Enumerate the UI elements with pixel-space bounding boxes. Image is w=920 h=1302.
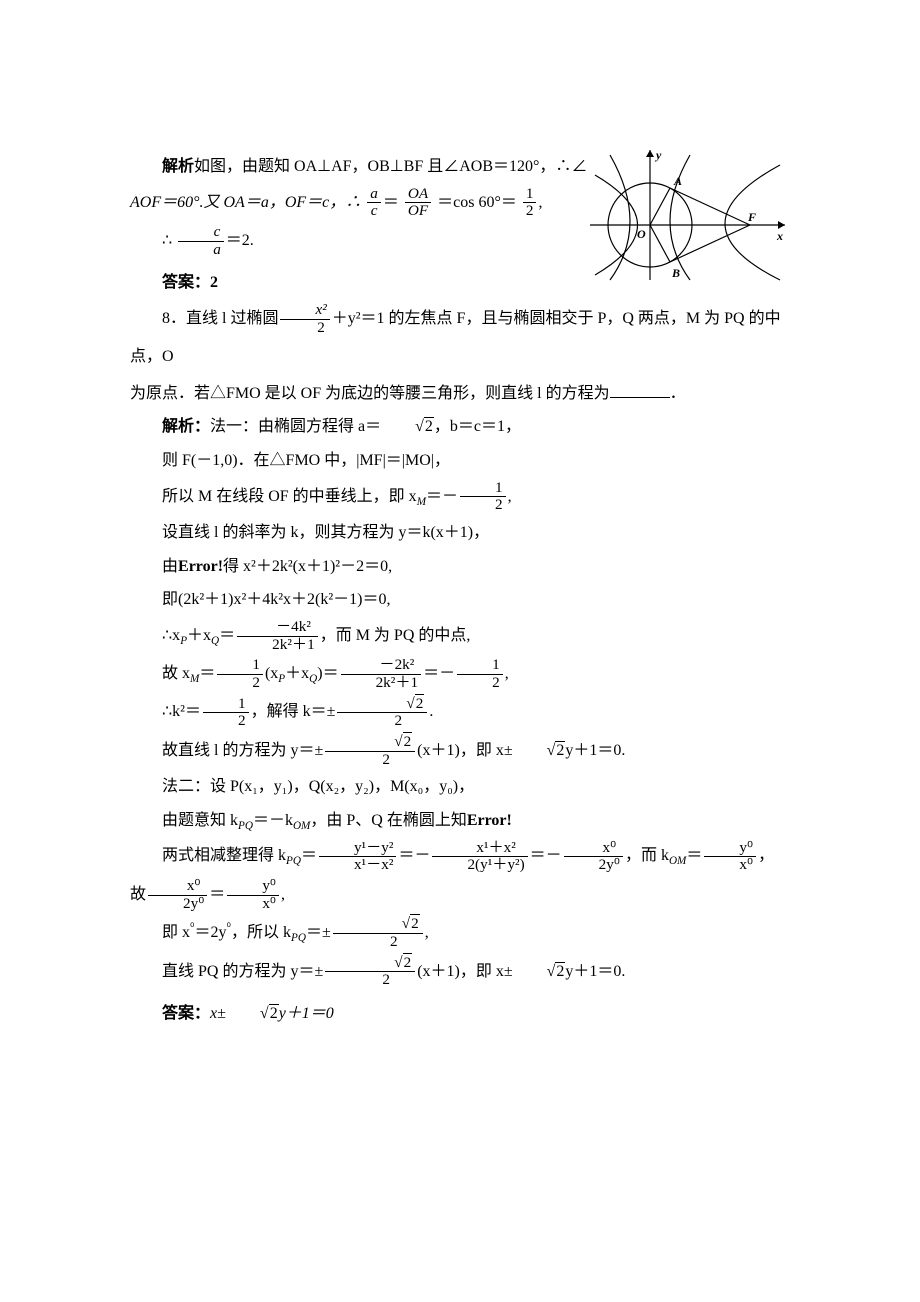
analysis-p1-text: 如图，由题知 OA⊥AF，OB⊥BF 且∠AOB＝120°，∴∠ [194,158,587,175]
label-A: A [673,174,682,188]
answer-2: 答案：x±2y＋1＝0 [130,997,790,1031]
m1-line5: 由Error!得 x²＋2k²(x＋1)²－2＝0, [130,550,790,584]
m1-line10: 故直线 l 的方程为 y＝±22(x＋1)，即 x±2y＋1＝0. [130,732,790,770]
frac-y12: y¹－y²x¹－x² [319,840,396,874]
sqrt2-b: 2 [513,732,566,770]
frac-r2-2c: 22 [333,916,423,950]
solution-m1-line1: 解析：法一：由椭圆方程得 a＝2，b＝c＝1， [130,410,790,444]
p3-prefix: ∴ [162,232,172,249]
label-B: B [671,266,680,280]
m2-line2: 由题意知 kPQ＝－kOM，由 P、Q 在椭圆上知Error! [130,804,790,838]
m2-line3: 两式相减整理得 kPQ＝y¹－y²x¹－x²＝－x¹＋x²2(y¹＋y²)＝－x… [130,837,790,914]
frac-r2-2b: 22 [325,734,415,768]
frac-x2-2: x²2 [280,302,329,336]
frac-1-2d: 12 [457,657,503,691]
sqrt2-d: 2 [226,997,279,1031]
frac-2k: －2k²2k²＋1 [341,657,422,691]
frac-OA-OF: OAOF [405,186,431,220]
frac-y0x0: y⁰x⁰ [704,840,756,874]
p2-text: AOF＝60°.又 OA＝a，OF＝c，∴ [130,194,361,211]
solution-label: 解析： [162,418,210,435]
m1-line9: ∴k²＝12，解得 k＝±22. [130,693,790,731]
frac-1-2b: 12 [460,480,506,514]
p3-suffix: ＝2. [226,232,254,249]
answer-blank [610,381,670,398]
frac-r2-2d: 22 [325,955,415,989]
frac-1-2a: 12 [523,186,537,220]
frac-4k: －4k²2k²＋1 [237,619,318,653]
m2-line4: 即 x⁰＝2y⁰，所以 kPQ＝±22, [130,914,790,952]
frac-x0y0b: x⁰2y⁰ [148,878,207,912]
figure-svg: y x O A B F [590,145,790,285]
m1-line8: 故 xM＝12(xP＋xQ)＝－2k²2k²＋1＝－12, [130,655,790,693]
frac-c-a: ca [178,224,224,258]
analysis-label: 解析 [162,158,194,175]
frac-1-2c: 12 [217,657,263,691]
m1-line6: 即(2k²＋1)x²＋4k²x＋2(k²－1)＝0, [130,583,790,617]
axis-y-label: y [654,148,662,162]
frac-x0y0a: x⁰2y⁰ [564,840,623,874]
frac-y0x0b: y⁰x⁰ [227,878,279,912]
label-F: F [747,210,756,224]
sqrt2-c: 2 [513,953,566,991]
m2-line1: 法二：设 P(x₁，y₁)，Q(x₂，y₂)，M(x₀，y₀)， [130,770,790,804]
m1-line7: ∴xP＋xQ＝－4k²2k²＋1，而 M 为 PQ 的中点, [130,617,790,655]
p2-after: ＝cos 60°＝ [437,194,517,211]
document-page: y x O A B F 解析如图，由题知 OA⊥AF，OB⊥BF 且∠AOB＝1… [0,0,920,1302]
m1-line4: 设直线 l 的斜率为 k，则其方程为 y＝k(x＋1)， [130,516,790,550]
error-2: Error! [467,812,512,829]
m2-line5: 直线 PQ 的方程为 y＝±22(x＋1)，即 x±2y＋1＝0. [130,953,790,991]
frac-a-c: ac [367,186,381,220]
m1-line3: 所以 M 在线段 OF 的中垂线上，即 xM＝－12, [130,478,790,516]
geometry-figure: y x O A B F [590,145,790,285]
m1-line2: 则 F(－1,0)．在△FMO 中，|MF|＝|MO|， [130,444,790,478]
frac-r2-2a: 22 [337,696,427,730]
axis-x-label: x [776,229,783,243]
question-8-line1: 8．直线 l 过椭圆x²2＋y²＝1 的左焦点 F，且与椭圆相交于 P，Q 两点… [130,300,790,377]
question-8-line2: 为原点．若△FMO 是以 OF 为底边的等腰三角形，则直线 l 的方程为． [130,377,790,411]
frac-x12: x¹＋x²2(y¹＋y²) [432,840,527,874]
label-O: O [637,227,646,241]
error-1: Error! [178,558,223,575]
frac-1-2e: 12 [203,696,249,730]
sqrt2-a: 2 [381,410,434,444]
